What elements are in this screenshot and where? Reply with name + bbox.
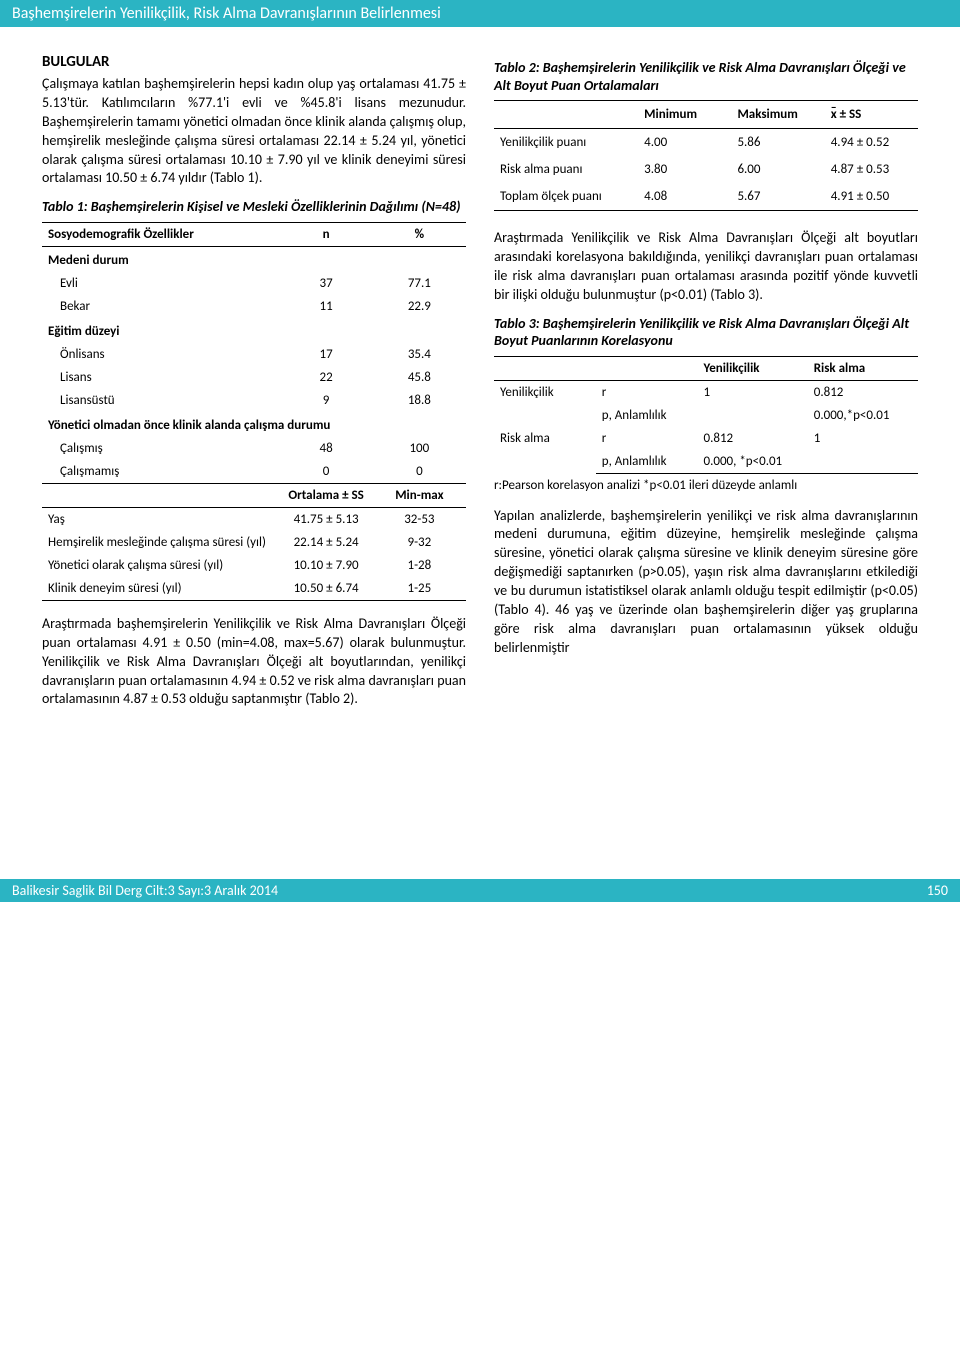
t1-yas-m: 41.75 ± 5.13 — [279, 507, 372, 531]
t1-lisans-p: 45.8 — [373, 366, 466, 389]
right-para2: Yapılan analizlerde, başhemşirelerin yen… — [494, 507, 918, 658]
left-para1: Çalışmaya katılan başhemşirelerin hepsi … — [42, 75, 466, 188]
t1-onlisans-p: 35.4 — [373, 343, 466, 366]
t1-onlisans-l: Önlisans — [42, 343, 279, 366]
t1-onlisans-n: 17 — [279, 343, 372, 366]
t3-r-label1: r — [596, 380, 698, 404]
t3-h-yen: Yenilikçilik — [698, 356, 808, 380]
t3-risk-yen-p: 0.000, *p<0.01 — [698, 450, 808, 474]
bulgular-heading: BULGULAR — [42, 53, 466, 71]
t2-r1-l: Yenilikçilik puanı — [494, 129, 638, 157]
t3-r-label2: r — [596, 427, 698, 450]
t3-risk-risk-r: 1 — [808, 427, 918, 450]
t1-calismamis-l: Çalışmamış — [42, 460, 279, 484]
table3: Yenilikçilik Risk alma Yenilikçilik r 1 … — [494, 356, 918, 474]
t2-r2-min: 3.80 — [638, 156, 731, 183]
t1-calismis-l: Çalışmış — [42, 437, 279, 460]
footer-page: 150 — [927, 882, 948, 899]
t2-r3-l: Toplam ölçek puanı — [494, 183, 638, 211]
t3-yen-risk-r: 0.812 — [808, 380, 918, 404]
t1-lisans-n: 22 — [279, 366, 372, 389]
t3-l-risk: Risk alma — [494, 427, 596, 474]
t2-r2-max: 6.00 — [731, 156, 824, 183]
footer-bar: Balikesir Saglik Bil Derg Cilt:3 Sayı:3 … — [0, 879, 960, 902]
t1-calismis-n: 48 — [279, 437, 372, 460]
t1-evli-n: 37 — [279, 272, 372, 295]
table2: Minimum Maksimum x ± SS Yenilikçilik pua… — [494, 100, 918, 211]
t3-l-yen: Yenilikçilik — [494, 380, 596, 427]
t1-yas-l: Yaş — [42, 507, 279, 531]
table1: Sosyodemografik Özellikler n % Medeni du… — [42, 222, 466, 601]
t1-hem-l: Hemşirelik mesleğinde çalışma süresi (yı… — [42, 531, 279, 554]
t2-r3-x: 4.91 ± 0.50 — [825, 183, 918, 211]
t2-h-min: Minimum — [638, 101, 731, 129]
t1-calismamis-p: 0 — [373, 460, 466, 484]
t2-r1-max: 5.86 — [731, 129, 824, 157]
t2-r1-min: 4.00 — [638, 129, 731, 157]
t1-h-pct: % — [373, 222, 466, 246]
t1-yon-m: 10.10 ± 7.90 — [279, 554, 372, 577]
t2-r1-x: 4.94 ± 0.52 — [825, 129, 918, 157]
t1-h-n: n — [279, 222, 372, 246]
t1-lisans-l: Lisans — [42, 366, 279, 389]
t2-h-max: Maksimum — [731, 101, 824, 129]
t3-p-label1: p, Anlamlılık — [596, 404, 698, 427]
left-column: BULGULAR Çalışmaya katılan başhemşireler… — [42, 53, 466, 719]
t1-lisansustu-p: 18.8 — [373, 389, 466, 412]
table2-caption: Tablo 2: Başhemşirelerin Yenilikçilik ve… — [494, 59, 918, 94]
t1-hem-m: 22.14 ± 5.24 — [279, 531, 372, 554]
t1-hem-mm: 9-32 — [373, 531, 466, 554]
table1-caption: Tablo 1: Başhemşirelerin Kişisel ve Mesl… — [42, 198, 466, 216]
t3-yen-yen-r: 1 — [698, 380, 808, 404]
t2-h-xss: x ± SS — [825, 101, 918, 129]
t3-h-risk: Risk alma — [808, 356, 918, 380]
t2-r3-min: 4.08 — [638, 183, 731, 211]
t3-yen-risk-p: 0.000,*p<0.01 — [808, 404, 918, 427]
t1-bekar-n: 11 — [279, 295, 372, 318]
t1-g-yon: Yönetici olmadan önce klinik alanda çalı… — [42, 412, 466, 437]
right-column: Tablo 2: Başhemşirelerin Yenilikçilik ve… — [494, 53, 918, 719]
t1-h-features: Sosyodemografik Özellikler — [42, 222, 279, 246]
t1-g-edu: Eğitim düzeyi — [42, 318, 466, 343]
t1-evli-p: 77.1 — [373, 272, 466, 295]
t1-h-mean: Ortalama ± SS — [279, 483, 372, 507]
t1-yon-l: Yönetici olarak çalışma süresi (yıl) — [42, 554, 279, 577]
header-title: Başhemşirelerin Yenilikçilik, Risk Alma … — [12, 4, 441, 23]
t1-yon-mm: 1-28 — [373, 554, 466, 577]
t1-bekar-p: 22.9 — [373, 295, 466, 318]
t1-lisansustu-n: 9 — [279, 389, 372, 412]
header-title-bar: Başhemşirelerin Yenilikçilik, Risk Alma … — [0, 0, 960, 27]
t1-calismamis-n: 0 — [279, 460, 372, 484]
left-para2: Araştırmada başhemşirelerin Yenilikçilik… — [42, 615, 466, 709]
table3-note: r:Pearson korelasyon analizi *p<0.01 ile… — [494, 478, 918, 493]
t2-r3-max: 5.67 — [731, 183, 824, 211]
t1-calismis-p: 100 — [373, 437, 466, 460]
t3-p-label2: p, Anlamlılık — [596, 450, 698, 474]
t3-risk-yen-r: 0.812 — [698, 427, 808, 450]
footer-journal: Balikesir Saglik Bil Derg Cilt:3 Sayı:3 … — [12, 882, 278, 899]
t1-h-minmax: Min-max — [373, 483, 466, 507]
t2-r2-l: Risk alma puanı — [494, 156, 638, 183]
t1-klin-m: 10.50 ± 6.74 — [279, 577, 372, 601]
t1-bekar-l: Bekar — [42, 295, 279, 318]
t1-klin-mm: 1-25 — [373, 577, 466, 601]
t1-yas-mm: 32-53 — [373, 507, 466, 531]
t2-r2-x: 4.87 ± 0.53 — [825, 156, 918, 183]
t1-evli-l: Evli — [42, 272, 279, 295]
t1-lisansustu-l: Lisansüstü — [42, 389, 279, 412]
table3-caption: Tablo 3: Başhemşirelerin Yenilikçilik ve… — [494, 315, 918, 350]
t1-g-marital: Medeni durum — [42, 246, 466, 272]
t1-klin-l: Klinik deneyim süresi (yıl) — [42, 577, 279, 601]
right-para1: Araştırmada Yenilikçilik ve Risk Alma Da… — [494, 229, 918, 305]
